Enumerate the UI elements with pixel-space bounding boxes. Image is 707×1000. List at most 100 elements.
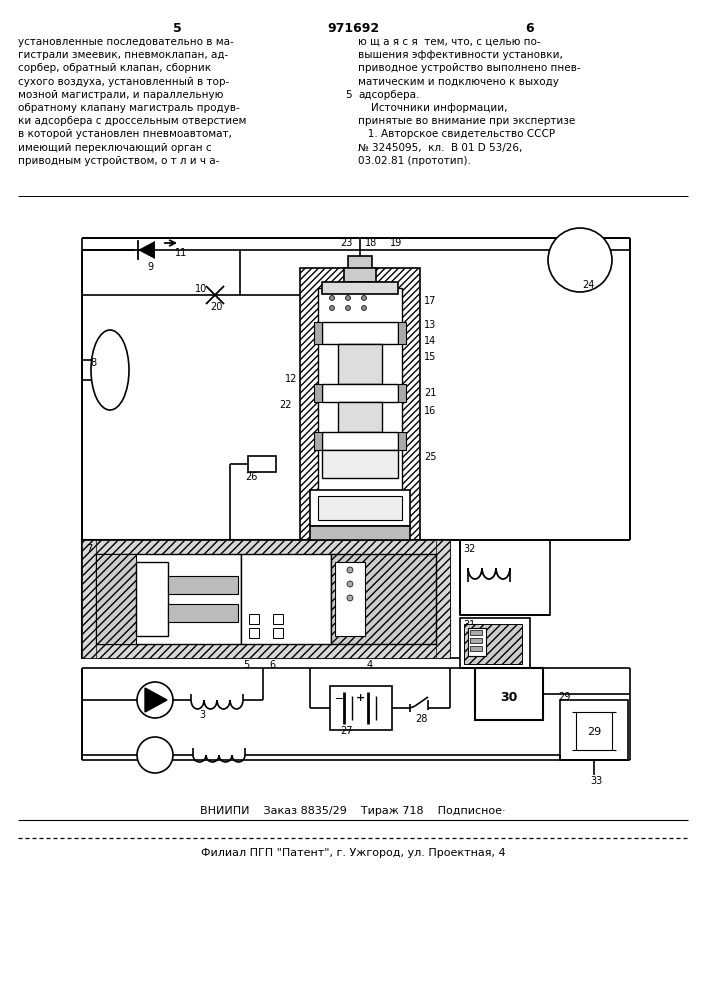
Bar: [331, 554, 436, 644]
Text: 11: 11: [175, 248, 187, 258]
Bar: [96, 554, 136, 644]
Text: 6: 6: [269, 660, 275, 670]
Text: 5: 5: [243, 660, 250, 670]
Bar: [470, 630, 482, 635]
Text: 4: 4: [367, 660, 373, 670]
Bar: [464, 624, 522, 664]
Bar: [241, 554, 331, 644]
Bar: [300, 268, 420, 540]
Text: 18: 18: [365, 238, 378, 248]
Circle shape: [346, 296, 351, 300]
Bar: [314, 432, 322, 450]
Text: 6: 6: [526, 22, 534, 35]
Text: 24: 24: [582, 280, 595, 290]
Bar: [82, 540, 450, 554]
Text: адсорбера.: адсорбера.: [358, 90, 419, 100]
Bar: [82, 540, 96, 658]
Bar: [136, 562, 168, 636]
Circle shape: [329, 306, 334, 310]
Bar: [460, 540, 550, 615]
Text: 1: 1: [148, 686, 154, 696]
Bar: [468, 628, 486, 656]
Bar: [82, 540, 450, 658]
Text: сорбер, обратный клапан, сборник: сорбер, обратный клапан, сборник: [18, 63, 211, 73]
Text: Филиал ПГП "Патент", г. Ужгород, ул. Проектная, 4: Филиал ПГП "Патент", г. Ужгород, ул. Про…: [201, 848, 506, 858]
Bar: [310, 490, 410, 526]
Text: ю щ а я с я  тем, что, с целью по-: ю щ а я с я тем, что, с целью по-: [358, 37, 541, 47]
Circle shape: [137, 737, 173, 773]
Text: 20: 20: [210, 302, 223, 312]
Text: 26: 26: [245, 472, 257, 482]
Text: имеющий переключающий орган с: имеющий переключающий орган с: [18, 143, 211, 153]
Bar: [330, 686, 392, 730]
Circle shape: [346, 306, 351, 310]
Text: 10: 10: [195, 284, 207, 294]
Text: 15: 15: [424, 352, 436, 362]
Bar: [314, 384, 322, 402]
Text: 12: 12: [285, 374, 298, 384]
Bar: [322, 282, 398, 294]
Bar: [249, 614, 259, 624]
Text: 1. Авторское свидетельство СССР: 1. Авторское свидетельство СССР: [358, 129, 555, 139]
Circle shape: [329, 296, 334, 300]
Bar: [322, 432, 398, 450]
Bar: [398, 322, 406, 344]
Bar: [348, 256, 372, 272]
Bar: [310, 526, 410, 540]
Circle shape: [347, 595, 353, 601]
Bar: [96, 554, 241, 644]
Text: установленные последовательно в ма-: установленные последовательно в ма-: [18, 37, 234, 47]
Text: 33: 33: [590, 776, 602, 786]
Bar: [398, 432, 406, 450]
Bar: [82, 644, 450, 658]
Bar: [248, 456, 276, 472]
Circle shape: [361, 296, 366, 300]
Text: +: +: [356, 693, 366, 703]
Circle shape: [347, 581, 353, 587]
Circle shape: [361, 306, 366, 310]
Text: 2: 2: [148, 742, 154, 752]
Bar: [318, 288, 402, 520]
Circle shape: [347, 567, 353, 573]
Bar: [460, 618, 530, 668]
Bar: [322, 450, 398, 478]
Text: 13: 13: [424, 320, 436, 330]
Text: 21: 21: [424, 388, 436, 398]
Text: 16: 16: [424, 406, 436, 416]
Bar: [168, 604, 238, 622]
Text: 971692: 971692: [327, 22, 379, 35]
Text: 5: 5: [173, 22, 182, 35]
Bar: [338, 402, 382, 432]
Text: приводное устройство выполнено пнев-: приводное устройство выполнено пнев-: [358, 63, 580, 73]
Text: обратному клапану магистраль продув-: обратному клапану магистраль продув-: [18, 103, 240, 113]
Circle shape: [137, 682, 173, 718]
Bar: [560, 700, 628, 760]
Text: мозной магистрали, и параллельную: мозной магистрали, и параллельную: [18, 90, 223, 100]
Text: принятые во внимание при экспертизе: принятые во внимание при экспертизе: [358, 116, 575, 126]
Circle shape: [548, 228, 612, 292]
Text: 29: 29: [587, 727, 601, 737]
Polygon shape: [145, 688, 167, 712]
Text: 29: 29: [558, 692, 571, 702]
Ellipse shape: [91, 330, 129, 410]
Text: 9: 9: [147, 262, 153, 272]
Text: гистрали змеевик, пневмоклапан, ад-: гистрали змеевик, пневмоклапан, ад-: [18, 50, 228, 60]
Text: ВНИИПИ    Заказ 8835/29    Тираж 718    Подписное·: ВНИИПИ Заказ 8835/29 Тираж 718 Подписное…: [200, 806, 506, 816]
Text: 03.02.81 (прототип).: 03.02.81 (прототип).: [358, 156, 471, 166]
Text: ─: ─: [335, 693, 341, 703]
Bar: [249, 628, 259, 638]
Text: 7: 7: [86, 544, 92, 554]
Bar: [318, 496, 402, 520]
Text: сухого воздуха, установленный в тор-: сухого воздуха, установленный в тор-: [18, 77, 229, 87]
Bar: [314, 322, 322, 344]
Text: 22: 22: [279, 400, 291, 410]
Bar: [335, 562, 365, 636]
Text: 27: 27: [340, 726, 353, 736]
Text: 32: 32: [463, 544, 475, 554]
Text: 30: 30: [505, 656, 518, 666]
Bar: [322, 384, 398, 402]
Text: 28: 28: [415, 714, 427, 724]
Bar: [470, 638, 482, 643]
Text: 17: 17: [424, 296, 436, 306]
Polygon shape: [138, 241, 155, 259]
